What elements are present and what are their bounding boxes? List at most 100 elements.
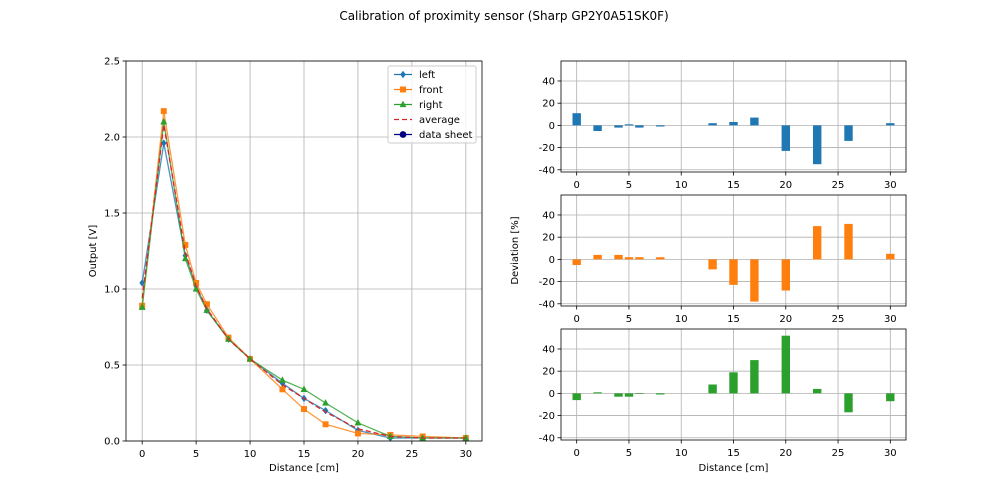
deviation-bar xyxy=(593,125,602,131)
y-tick-label: -40 xyxy=(539,433,555,444)
y-tick-label: -40 xyxy=(539,299,555,310)
deviation-bar xyxy=(614,254,623,260)
x-tick-label: 0 xyxy=(573,314,579,325)
x-tick-label: 25 xyxy=(406,449,419,460)
x-tick-label: 30 xyxy=(459,449,472,460)
y-tick-label: 0.5 xyxy=(104,361,120,372)
axes-frame xyxy=(560,328,907,441)
deviation-bar xyxy=(729,259,738,285)
deviation-bar xyxy=(635,393,644,394)
deviation-bar xyxy=(624,124,634,126)
legend-label: left xyxy=(419,70,435,81)
deviation-right-plot: 0 5 10 15 20 25 30 -40 -20 0 20 40 Distance [cm] xyxy=(539,328,907,474)
x-tick-label: 15 xyxy=(727,180,740,191)
data-point-right xyxy=(300,385,308,392)
axes-frame xyxy=(560,60,907,173)
y-tick-label: 0 xyxy=(549,255,555,266)
deviation-bar xyxy=(844,393,853,413)
deviation-bar xyxy=(886,393,895,402)
legend-label: average xyxy=(419,115,460,126)
x-tick-label: 5 xyxy=(626,448,632,459)
deviation-bar xyxy=(729,122,738,126)
y-tick-label: 40 xyxy=(542,210,555,221)
deviation-bar xyxy=(656,393,665,395)
x-tick-label: 20 xyxy=(352,449,365,460)
data-point-left xyxy=(322,406,329,415)
x-tick-label: 0 xyxy=(139,449,145,460)
data-point-front xyxy=(354,430,361,437)
deviation-bar xyxy=(813,388,822,394)
x-tick-label: 20 xyxy=(779,448,792,459)
x-tick-label: 10 xyxy=(675,448,688,459)
x-tick-label: 10 xyxy=(244,449,257,460)
deviation-bar xyxy=(572,393,581,401)
y-tick-label: 0.0 xyxy=(104,437,120,448)
x-tick-label: 20 xyxy=(779,180,792,191)
x-tick-label: 25 xyxy=(832,448,845,459)
x-tick-label: 15 xyxy=(298,449,311,460)
deviation-bar xyxy=(593,254,602,260)
x-tick-label: 15 xyxy=(727,314,740,325)
data-point-right xyxy=(203,306,211,313)
deviation-bar xyxy=(708,123,717,126)
x-tick-label: 25 xyxy=(832,314,845,325)
deviation-bar xyxy=(624,393,634,397)
deviation-bar xyxy=(750,259,759,302)
data-point-right xyxy=(138,303,146,310)
data-point-right xyxy=(160,117,168,125)
legend-marker xyxy=(400,86,406,93)
data-point-front xyxy=(160,108,167,115)
legend-marker xyxy=(399,100,407,108)
deviation-bar xyxy=(886,123,895,126)
x-tick-label: 20 xyxy=(779,314,792,325)
legend-box xyxy=(387,65,477,144)
y-tick-label: -40 xyxy=(539,165,555,176)
y-tick-label: 40 xyxy=(542,344,555,355)
y-tick-label: 2.0 xyxy=(104,133,120,144)
y-tick-label: 1.5 xyxy=(104,209,120,220)
deviation-bar xyxy=(572,259,581,265)
deviation-bar xyxy=(624,257,634,260)
legend-marker xyxy=(399,131,407,138)
deviation-bar xyxy=(813,226,822,260)
x-tick-label: 25 xyxy=(832,180,845,191)
x-tick-label: 5 xyxy=(626,314,632,325)
output-voltage-plot: 0 5 10 15 20 25 30 0.0 0.5 1.0 1.5 2.0 2.5 Distance [… xyxy=(88,57,483,474)
deviation-bar xyxy=(614,125,623,128)
legend-label: front xyxy=(419,85,443,96)
data-point-right xyxy=(192,285,200,292)
y-tick-label: -20 xyxy=(539,277,555,288)
legend-marker xyxy=(400,70,406,79)
figure-title: Calibration of proximity sensor (Sharp G… xyxy=(339,9,668,23)
data-point-right xyxy=(354,418,362,426)
axes-frame xyxy=(560,194,907,307)
x-tick-label: 5 xyxy=(193,449,199,460)
x-tick-label: 0 xyxy=(573,180,579,191)
data-point-right xyxy=(278,376,286,383)
y-tick-label: -20 xyxy=(539,143,555,154)
x-axis-label: Distance [cm] xyxy=(699,463,769,474)
x-axis-label: Distance [cm] xyxy=(269,463,339,474)
x-tick-label: 10 xyxy=(675,180,688,191)
x-tick-label: 30 xyxy=(884,448,897,459)
y-axis-label: Output [V] xyxy=(88,225,99,278)
series-line-average xyxy=(141,124,466,439)
deviation-bar xyxy=(844,125,853,141)
data-point-front xyxy=(301,406,307,413)
legend-label: data sheet xyxy=(419,130,473,141)
x-tick-label: 30 xyxy=(884,314,897,325)
x-tick-label: 15 xyxy=(727,448,740,459)
y-tick-label: 2.5 xyxy=(104,57,120,68)
x-tick-label: 0 xyxy=(573,448,579,459)
deviation-bar xyxy=(781,259,790,291)
y-tick-label: 20 xyxy=(542,99,555,110)
y-tick-label: 0 xyxy=(549,389,555,400)
y-tick-label: 0 xyxy=(549,121,555,132)
data-point-front xyxy=(322,421,329,428)
x-tick-label: 10 xyxy=(675,314,688,325)
deviation-bar xyxy=(729,372,738,394)
deviation-bar xyxy=(781,125,790,151)
series-line-right xyxy=(141,121,466,439)
deviation-bar xyxy=(614,393,623,397)
